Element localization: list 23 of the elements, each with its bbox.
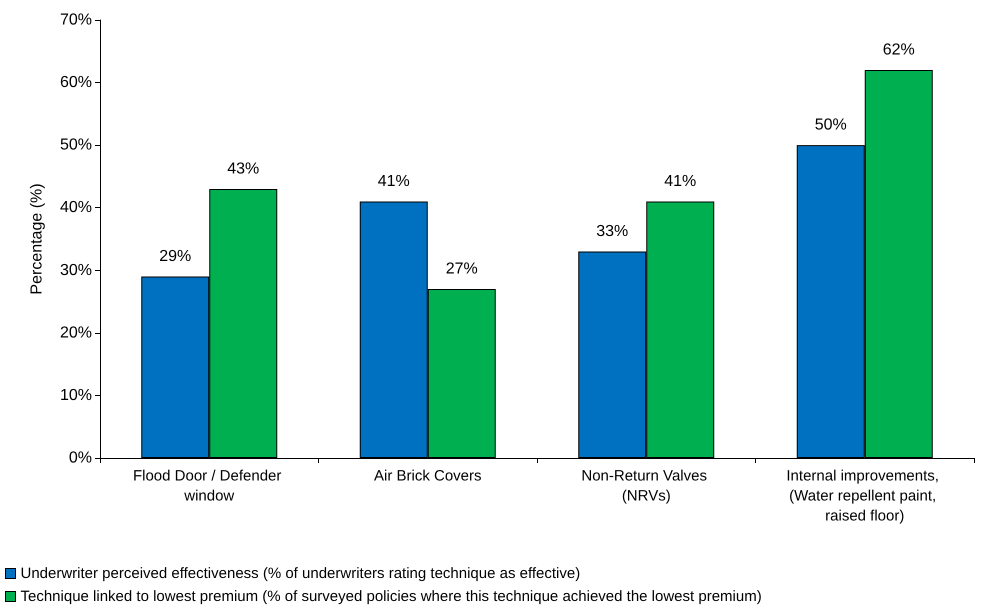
y-tick-label: 50% — [60, 136, 92, 154]
legend-label: Technique linked to lowest premium (% of surveyed policies where this technique achieved the lowest premium) — [20, 588, 762, 605]
data-label: 50% — [814, 116, 847, 134]
data-label: 41% — [664, 172, 696, 190]
x-tick-label: Non-Return Valves (NRVs) — [581, 468, 712, 504]
legend-label: Underwriter perceived effectiveness (% of underwriters rating technique as effective) — [20, 565, 580, 582]
data-label: 43% — [227, 160, 260, 178]
data-label: 27% — [446, 260, 478, 278]
x-tick-label: Air Brick Covers — [374, 468, 482, 484]
y-tick-label: 40% — [60, 199, 92, 216]
y-tick-label: 70% — [60, 12, 92, 28]
y-tick-label: 0% — [68, 450, 92, 466]
y-tick-label: 10% — [60, 386, 92, 404]
data-label: 41% — [378, 172, 410, 190]
y-axis-title: Percentage (%) — [28, 183, 46, 295]
x-tick-label: Internal improvements, (Water repellent paint, raised floor) — [786, 468, 944, 524]
data-label: 62% — [882, 42, 915, 59]
x-tick-label: Flood Door / Defender window — [132, 468, 286, 504]
y-tick-label: 30% — [60, 262, 92, 279]
data-label: 33% — [596, 223, 628, 240]
y-tick-label: 20% — [60, 324, 92, 342]
data-label: 29% — [159, 248, 192, 266]
y-tick-label: 60% — [60, 74, 92, 92]
